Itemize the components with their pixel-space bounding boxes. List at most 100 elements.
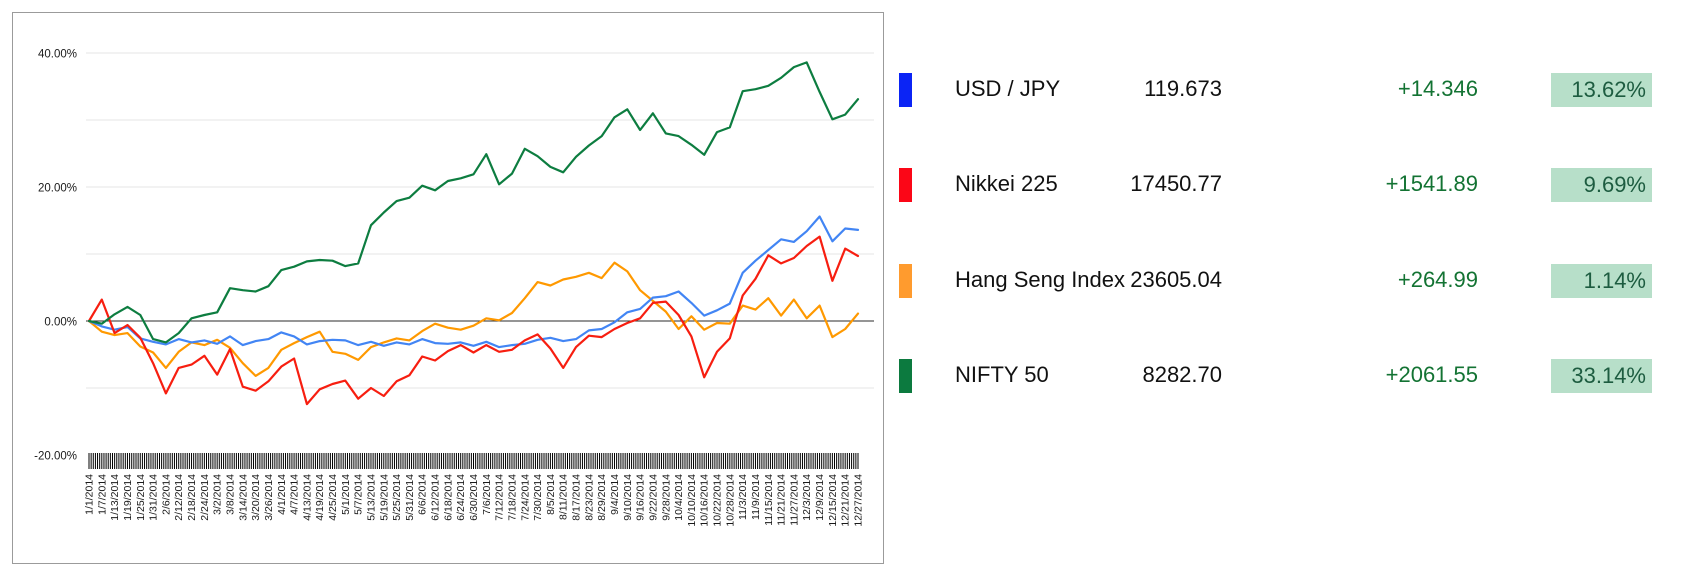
x-axis-label: 11/15/2014 xyxy=(763,474,775,526)
x-axis-label: 7/24/2014 xyxy=(519,474,531,521)
x-axis-label: 11/21/2014 xyxy=(776,474,788,526)
x-axis-label: 4/1/2014 xyxy=(276,474,288,515)
instrument-name: USD / JPY xyxy=(955,76,1061,101)
x-axis-label: 11/27/2014 xyxy=(788,474,800,526)
x-axis-label: 5/7/2014 xyxy=(353,474,365,515)
quote-row-hang-seng-index[interactable]: Hang Seng Index 23605.04 +264.99 1.14% xyxy=(884,262,1684,300)
instrument-name: NIFTY 50 xyxy=(955,362,1049,387)
instrument-name: Nikkei 225 xyxy=(955,171,1058,196)
x-axis-label: 3/8/2014 xyxy=(224,474,236,515)
x-axis-label: 9/4/2014 xyxy=(609,474,621,515)
x-axis-label: 5/13/2014 xyxy=(365,474,377,521)
x-axis-label: 8/29/2014 xyxy=(596,474,608,521)
performance-line-chart: 40.00% 20.00% 0.00% -20.00% 1/1/2014 1/7/2014… xyxy=(34,49,874,527)
y-axis-label: 40.00% xyxy=(38,49,77,61)
x-axis-label: 5/19/2014 xyxy=(378,474,390,521)
x-axis-label: 9/16/2014 xyxy=(635,474,647,521)
x-axis-label: 3/20/2014 xyxy=(250,474,262,521)
x-axis-label: 6/6/2014 xyxy=(417,474,429,515)
x-axis-label: 8/11/2014 xyxy=(558,474,570,520)
x-axis-label: 3/14/2014 xyxy=(237,474,249,521)
x-axis-label: 4/25/2014 xyxy=(327,474,339,521)
x-axis-label: 10/16/2014 xyxy=(699,474,711,527)
x-axis-label: 1/19/2014 xyxy=(122,474,134,521)
last-price: 119.673 xyxy=(1144,76,1222,101)
price-change: +1541.89 xyxy=(1385,171,1478,196)
x-axis-label: 4/13/2014 xyxy=(301,474,313,521)
price-change: +14.346 xyxy=(1397,76,1478,101)
quote-row-nifty-50[interactable]: NIFTY 50 8282.70 +2061.55 33.14% xyxy=(884,357,1684,395)
x-axis-label: 9/22/2014 xyxy=(647,474,659,521)
x-axis-label: 10/22/2014 xyxy=(712,474,724,527)
x-axis-label: 7/12/2014 xyxy=(494,474,506,521)
x-axis-label: 2/18/2014 xyxy=(186,474,198,521)
x-axis-label: 1/13/2014 xyxy=(109,474,121,521)
percent-change-value: 33.14% xyxy=(1571,363,1646,388)
chart-panel[interactable]: 40.00% 20.00% 0.00% -20.00% 1/1/2014 1/7/2014… xyxy=(12,12,884,564)
x-axis-label: 1/31/2014 xyxy=(148,474,160,521)
x-axis-label: 6/18/2014 xyxy=(442,474,454,521)
quote-list: USD / JPY 119.673 +14.346 13.62% Nikkei … xyxy=(884,0,1684,574)
y-axis-label: 0.00% xyxy=(44,317,77,329)
percent-change-badge: 13.62% xyxy=(1551,73,1652,107)
x-axis-label: 5/1/2014 xyxy=(340,474,352,515)
price-change: +264.99 xyxy=(1397,267,1478,292)
y-axis-labels: 40.00% 20.00% 0.00% -20.00% xyxy=(34,49,77,463)
x-axis-label: 6/24/2014 xyxy=(455,474,467,521)
percent-change-badge: 9.69% xyxy=(1551,168,1652,202)
x-axis-label: 12/21/2014 xyxy=(840,474,852,527)
x-axis-label: 8/17/2014 xyxy=(571,474,583,521)
x-axis-label: 3/2/2014 xyxy=(212,474,224,515)
x-axis-label: 9/10/2014 xyxy=(622,474,634,521)
x-axis-label: 6/12/2014 xyxy=(430,474,442,521)
y-axis-label: 20.00% xyxy=(38,183,77,195)
last-price: 8282.70 xyxy=(1142,362,1222,387)
series-color-swatch xyxy=(899,73,912,107)
x-axis-label: 4/7/2014 xyxy=(289,474,301,515)
x-axis-label: 5/25/2014 xyxy=(391,474,403,521)
x-axis-label: 12/3/2014 xyxy=(801,474,813,521)
gridlines xyxy=(86,52,874,389)
x-axis-labels: 1/1/2014 1/7/2014 1/13/2014 1/19/2014 1/25/2… xyxy=(84,474,865,527)
quote-row-nikkei-225[interactable]: Nikkei 225 17450.77 +1541.89 9.69% xyxy=(884,166,1684,204)
x-axis-label: 10/4/2014 xyxy=(673,474,685,521)
x-axis-label: 8/23/2014 xyxy=(583,474,595,521)
series-color-swatch xyxy=(899,168,912,202)
percent-change-badge: 1.14% xyxy=(1551,264,1652,298)
x-axis-label: 2/24/2014 xyxy=(199,474,211,521)
x-axis-tick-marks xyxy=(88,453,859,469)
price-change: +2061.55 xyxy=(1385,362,1478,387)
x-axis-label: 10/28/2014 xyxy=(724,474,736,527)
series-lines xyxy=(87,61,860,406)
x-axis-label: 5/31/2014 xyxy=(404,474,416,521)
series-line-usd-jpy xyxy=(87,215,860,349)
x-axis-label: 8/5/2014 xyxy=(545,474,557,515)
x-axis-label: 3/26/2014 xyxy=(263,474,275,521)
x-axis-label: 2/12/2014 xyxy=(173,474,185,521)
x-axis-label: 1/25/2014 xyxy=(135,474,147,521)
x-axis-label: 7/18/2014 xyxy=(506,474,518,521)
x-axis-label: 1/7/2014 xyxy=(96,474,108,515)
percent-change-value: 13.62% xyxy=(1571,77,1646,102)
quote-row-usd-jpy[interactable]: USD / JPY 119.673 +14.346 13.62% xyxy=(884,71,1684,109)
instrument-name: Hang Seng Index xyxy=(955,267,1126,292)
x-axis-label: 11/9/2014 xyxy=(750,474,762,520)
series-color-swatch xyxy=(899,359,912,393)
series-line-nikkei-225 xyxy=(87,235,860,406)
x-axis-label: 9/28/2014 xyxy=(660,474,672,521)
x-axis-label: 7/30/2014 xyxy=(532,474,544,521)
x-axis-label: 7/6/2014 xyxy=(481,474,493,515)
x-axis-label: 4/19/2014 xyxy=(314,474,326,521)
y-axis-label: -20.00% xyxy=(34,451,77,463)
last-price: 17450.77 xyxy=(1130,171,1222,196)
x-axis-label: 10/10/2014 xyxy=(686,474,698,527)
percent-change-badge: 33.14% xyxy=(1551,359,1652,393)
x-axis-label: 12/15/2014 xyxy=(827,474,839,527)
x-axis-label: 12/9/2014 xyxy=(814,474,826,521)
percent-change-value: 1.14% xyxy=(1583,268,1646,293)
x-axis-label: 2/6/2014 xyxy=(160,474,172,515)
series-line-hang-seng-index xyxy=(87,261,860,377)
percent-change-value: 9.69% xyxy=(1583,172,1646,197)
series-line-nifty-50 xyxy=(87,61,860,344)
